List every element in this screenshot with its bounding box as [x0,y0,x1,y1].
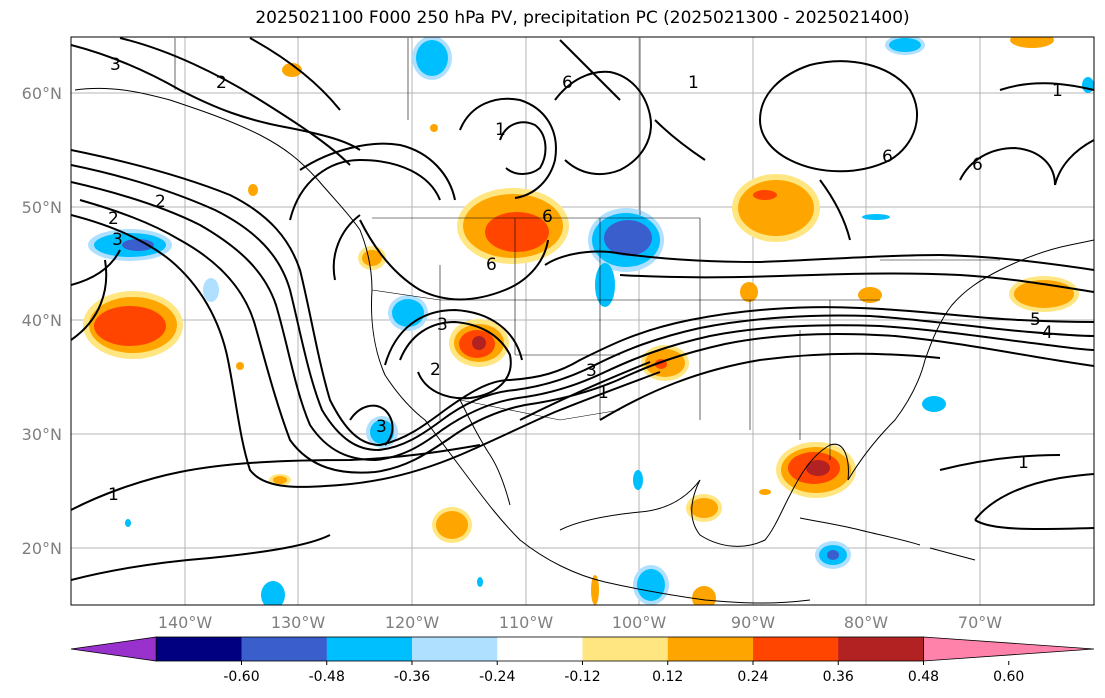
contour-label: 1 [688,73,699,93]
lon-label: 120°W [385,613,440,632]
contour-label: 3 [376,417,387,437]
lon-label: 70°W [958,613,1002,632]
contour-label: 2 [430,360,441,380]
negative-anomaly-small [125,37,1094,605]
contour-label: 1 [1052,81,1063,101]
colorbar-tick-label: -0.24 [479,669,515,685]
contour-label: 3 [437,315,448,335]
colorbar-segment [667,637,754,661]
lon-label: 100°W [612,613,667,632]
lon-label: 130°W [271,613,326,632]
contour-label: 6 [562,73,573,93]
lat-label: 40°N [22,311,62,330]
colorbar-segment [838,637,924,661]
colorbar-tick-label: -0.36 [394,669,430,685]
contour-label: 5 [1030,310,1041,330]
colorbar-ticks: -0.60 -0.48 -0.36 -0.24 -0.12 0.12 0.24 0.36 0.4… [223,661,1024,685]
contour-label: 2 [108,209,119,229]
contour-label: 1 [1018,453,1029,473]
contour-label: 4 [1042,323,1053,343]
lon-label: 80°W [844,613,888,632]
pv-contour-labels: 3 2 1 6 1 6 6 1 2 2 3 6 6 3 2 3 3 1 5 4 … [108,55,1063,505]
negative-anomaly-pacific [88,229,172,261]
precipitation-anomaly-field [83,37,1094,605]
map-title: 2025021100 F000 250 hPa PV, precipitatio… [255,8,910,28]
colorbar-tick-label: 0.36 [823,669,854,685]
map-frame [70,36,1095,606]
positive-anomaly-montana [457,188,569,264]
colorbar-extend-high [923,636,1095,662]
lat-label: 60°N [22,84,62,103]
latitude-labels: 20°N 30°N 40°N 50°N 60°N [22,84,62,558]
contour-label: 2 [216,73,227,93]
lat-label: 30°N [22,425,62,444]
colorbar-tick-label: 0.48 [908,669,939,685]
colorbar-tick-label: 0.12 [652,669,683,685]
colorbar-segment [326,637,413,661]
contour-label: 6 [972,155,983,175]
contour-label: 1 [598,383,609,403]
colorbar-tick-label: 0.24 [737,669,768,685]
colorbar-outline [155,636,924,662]
colorbar-segment [497,637,583,661]
lon-label: 90°W [731,613,775,632]
contour-label: 3 [110,55,121,75]
contour-label: 6 [486,255,497,275]
colorbar-segment [582,637,669,661]
contour-label: 3 [112,230,123,250]
pv-contours [71,37,1094,581]
colorbar-tick-label: -0.48 [309,669,345,685]
colorbar-segment [753,637,839,661]
colorbar-tick-label: 0.60 [993,669,1024,685]
lat-label: 50°N [22,198,62,217]
positive-anomaly-small [236,37,1054,605]
longitude-labels: 140°W 130°W 120°W 110°W 100°W 90°W 80°W … [158,613,1002,632]
contour-label: 3 [586,361,597,381]
lon-label: 110°W [499,613,554,632]
colorbar-segment [412,637,498,661]
contour-label: 2 [155,192,166,212]
colorbar-segment [241,637,328,661]
colorbar-tick-label: -0.12 [564,669,600,685]
contour-label: 1 [108,485,119,505]
contour-label: 6 [882,147,893,167]
colorbar-segment [156,637,242,661]
lon-label: 140°W [158,613,213,632]
colorbar-extend-low [70,636,157,662]
positive-anomaly-pacific [83,291,183,359]
colorbar-tick-label: -0.60 [223,669,259,685]
map-panel [71,37,1094,605]
coastlines [74,87,1094,604]
contour-label: 6 [542,207,553,227]
colorbar [70,636,1095,662]
contour-label: 1 [495,120,506,140]
positive-anomaly-great-lakes [732,174,820,242]
lat-label: 20°N [22,539,62,558]
